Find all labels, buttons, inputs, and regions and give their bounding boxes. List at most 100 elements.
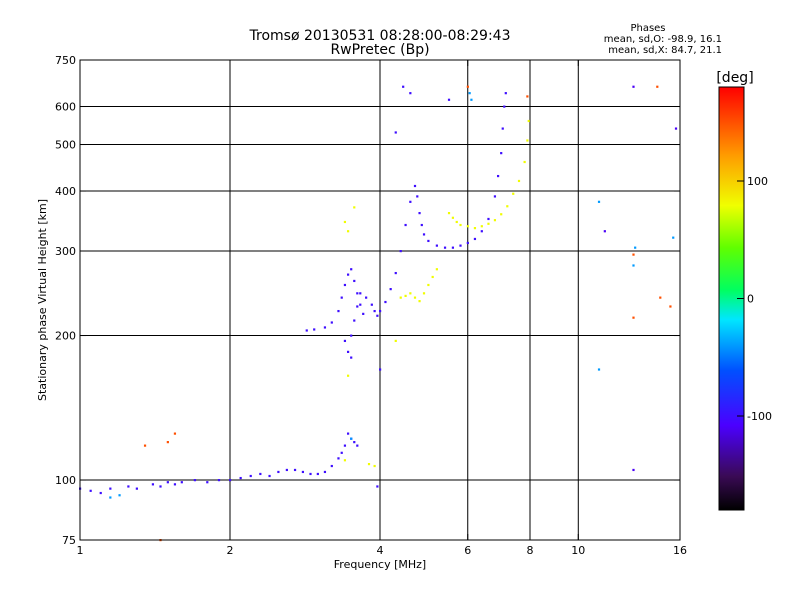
data-point: [305, 329, 308, 332]
data-point: [268, 474, 271, 478]
data-point: [173, 483, 177, 486]
data-point: [634, 246, 637, 249]
data-point: [301, 470, 305, 474]
data-point: [313, 328, 316, 331]
data-point: [394, 271, 397, 275]
data-point: [350, 334, 353, 337]
data-point: [409, 292, 412, 295]
data-point: [356, 444, 359, 447]
data-point: [359, 303, 362, 306]
data-point: [394, 339, 397, 343]
x-tick-label: 10: [571, 544, 585, 557]
data-point: [493, 219, 497, 222]
grid: [80, 60, 680, 540]
x-tick-label: 8: [527, 544, 534, 557]
data-point: [669, 305, 672, 308]
data-point: [455, 220, 458, 224]
colorbar-label: [deg]: [716, 70, 753, 86]
data-point: [632, 316, 635, 319]
data-point: [316, 472, 319, 476]
data-point: [356, 292, 359, 295]
chart-title: Tromsø 20130531 08:28:00-08:29:43: [249, 28, 511, 44]
data-point: [343, 459, 347, 462]
data-point: [632, 85, 635, 88]
data-point: [523, 160, 526, 164]
data-point: [451, 216, 455, 219]
data-point: [422, 292, 426, 295]
data-point: [376, 314, 379, 317]
x-axis-label: Frequency [MHz]: [334, 558, 426, 571]
data-point: [109, 487, 112, 490]
data-point: [466, 225, 469, 228]
data-point: [504, 92, 507, 95]
data-point: [413, 296, 417, 299]
data-point: [151, 483, 155, 486]
data-point: [127, 485, 130, 488]
data-point: [350, 437, 353, 440]
data-point: [413, 184, 417, 188]
data-point: [309, 472, 312, 476]
y-tick-label: 100: [55, 474, 76, 487]
x-tick-label: 6: [464, 544, 471, 557]
data-point: [418, 300, 421, 303]
data-point: [293, 468, 297, 472]
data-point: [353, 441, 356, 444]
stats-line-x: mean, sd,X: 84.7, 21.1: [608, 45, 722, 56]
data-point: [468, 92, 471, 95]
data-point: [376, 485, 379, 488]
data-point: [346, 230, 350, 233]
data-point: [459, 244, 462, 247]
data-point: [487, 222, 490, 225]
y-tick-label: 400: [55, 185, 76, 198]
data-point: [394, 131, 397, 134]
data-point: [346, 374, 350, 377]
data-point: [353, 319, 356, 322]
data-point: [597, 200, 601, 203]
data-point: [512, 192, 515, 195]
y-tick-label: 750: [55, 54, 76, 67]
data-point: [435, 268, 438, 271]
data-point: [356, 305, 359, 308]
data-point: [277, 470, 280, 474]
data-point: [493, 195, 497, 198]
data-point: [506, 205, 509, 208]
data-point: [517, 179, 521, 183]
data-point: [353, 279, 356, 283]
data-point: [259, 472, 262, 476]
data-point: [466, 85, 469, 88]
x-tick-label: 1: [77, 544, 84, 557]
data-point: [526, 139, 529, 142]
data-point: [367, 462, 371, 466]
data-point: [496, 174, 500, 178]
data-point: [239, 476, 242, 480]
data-point: [427, 283, 430, 287]
data-point: [370, 303, 373, 306]
data-point: [362, 312, 365, 315]
data-point: [659, 296, 662, 299]
data-point: [359, 292, 362, 295]
y-tick-label: 300: [55, 245, 76, 258]
data-point: [343, 444, 347, 447]
data-point: [143, 444, 147, 447]
data-point: [340, 296, 343, 299]
data-point: [487, 217, 490, 221]
data-point: [337, 457, 340, 460]
data-point: [217, 479, 221, 482]
data-point: [470, 98, 473, 101]
data-point: [118, 494, 121, 497]
data-point: [466, 241, 469, 245]
data-point: [373, 464, 376, 468]
data-point: [503, 105, 506, 108]
y-axis-label: Stationary phase Virtual Height [km]: [36, 199, 49, 401]
colorbar-tick-label: -100: [747, 410, 772, 423]
stats-line-o: mean, sd,O: -98.9, 16.1: [604, 34, 722, 45]
data-point: [379, 309, 382, 313]
data-point: [343, 220, 347, 224]
data-point: [672, 236, 675, 239]
data-point: [343, 283, 347, 287]
x-tick-label: 16: [673, 544, 687, 557]
y-tick-label: 200: [55, 330, 76, 343]
x-axis: 1 2 4 6 8 10 16: [77, 60, 687, 557]
x-tick-label: 4: [377, 544, 384, 557]
